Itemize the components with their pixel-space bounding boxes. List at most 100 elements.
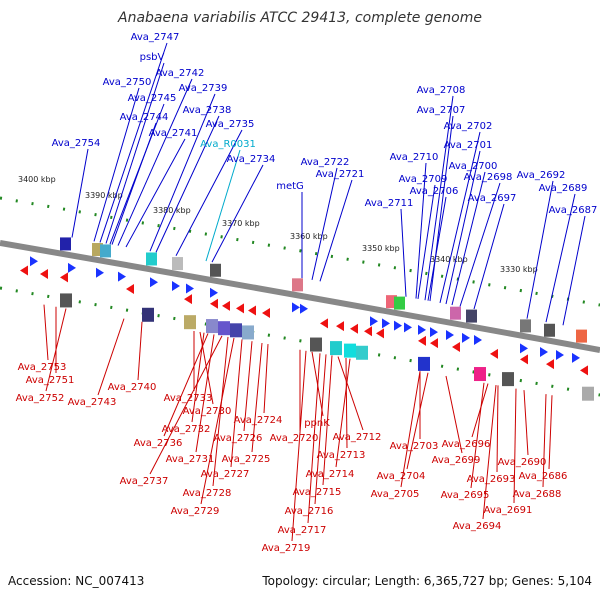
- tick-label: 3370 kbp: [222, 219, 260, 228]
- label-leader-line: [445, 150, 481, 305]
- gene-label: Ava_2695: [441, 490, 490, 501]
- forward-gene-arrow: [68, 262, 76, 273]
- label-leader-line: [149, 93, 216, 252]
- gene-label: Ava_2705: [371, 489, 420, 500]
- gene-labels: Ava_2747psbVAva_2742Ava_2750Ava_2745Ava_…: [16, 32, 598, 554]
- label-leader-line: [322, 355, 333, 486]
- reverse-gene-block: [582, 386, 594, 401]
- gene-label: Ava_2710: [390, 152, 439, 163]
- gene-label: Ava_2701: [444, 140, 493, 151]
- reverse-gene-arrow: [364, 326, 372, 337]
- gene-label: Ava_2753: [18, 362, 67, 373]
- label-leader-line: [471, 383, 489, 438]
- forward-gene-block: [386, 295, 397, 309]
- gene-label: Ava_2712: [333, 432, 382, 443]
- label-leader-line: [71, 148, 89, 238]
- gene-label: Ava_2716: [285, 506, 334, 517]
- gene-label: Ava_2707: [417, 105, 466, 116]
- gene-label: Ava_2731: [166, 454, 215, 465]
- reverse-gene-arrow: [40, 268, 48, 279]
- gene-label: Ava_2700: [449, 161, 498, 172]
- gene-label: ppnK: [304, 418, 330, 429]
- label-leader-line: [117, 78, 193, 246]
- forward-gene-arrow: [382, 318, 390, 329]
- label-leader-line: [263, 344, 269, 414]
- forward-gene-block: [576, 329, 587, 343]
- reverse-gene-block: [310, 337, 322, 352]
- reverse-gene-arrow: [248, 305, 256, 316]
- label-leader-line: [545, 193, 576, 323]
- gene-label: Ava_2738: [183, 105, 232, 116]
- gene-label: Ava_2747: [131, 32, 180, 43]
- forward-gene-block: [92, 243, 103, 257]
- label-leader-line: [439, 131, 481, 303]
- gene-label: Ava_2688: [513, 489, 562, 500]
- outer-tick-ring: [0, 196, 600, 307]
- gene-label: Ava_2733: [164, 393, 213, 404]
- label-leader-line: [417, 184, 436, 299]
- gene-label: Ava_2734: [227, 154, 276, 165]
- forward-gene-arrow: [572, 352, 580, 363]
- reverse-gene-arrow: [336, 321, 344, 332]
- label-leader-line: [111, 122, 157, 245]
- forward-gene-block: [292, 278, 303, 292]
- reverse-gene-block: [356, 345, 368, 360]
- gene-label: Ava_2737: [120, 476, 169, 487]
- reverse-gene-arrow: [490, 348, 498, 359]
- reverse-gene-block: [184, 315, 196, 330]
- reverse-gene-arrow: [236, 303, 244, 314]
- label-leader-line: [307, 353, 321, 524]
- forward-gene-block: [394, 296, 405, 310]
- forward-gene-arrow: [462, 332, 470, 343]
- reverse-gene-block: [230, 323, 242, 338]
- gene-label: Ava_2717: [278, 525, 327, 536]
- forward-gene-block: [544, 323, 555, 337]
- forward-gene-arrow: [556, 349, 564, 360]
- forward-gene-arrow: [150, 277, 158, 288]
- reverse-gene-arrow: [452, 342, 460, 353]
- forward-gene-arrow: [210, 287, 218, 298]
- forward-gene-arrow: [370, 316, 378, 327]
- gene-label: Ava_2735: [206, 119, 255, 130]
- label-leader-line: [311, 167, 338, 281]
- label-leader-line: [45, 308, 67, 392]
- label-leader-line: [400, 371, 421, 488]
- reverse-gene-arrow: [60, 272, 68, 283]
- gene-label: Ava_2692: [517, 170, 566, 181]
- label-leader-line: [526, 180, 554, 319]
- gene-label: Ava_2736: [134, 438, 183, 449]
- gene-label: Ava_2745: [128, 93, 177, 104]
- gene-label: Ava_2730: [183, 406, 232, 417]
- gene-label: Ava_2742: [156, 68, 205, 79]
- gene-label: Ava_2726: [214, 433, 263, 444]
- label-leader-line: [562, 215, 586, 326]
- reverse-gene-block: [418, 356, 430, 371]
- forward-gene-arrow: [430, 327, 438, 338]
- label-leader-line: [415, 162, 427, 299]
- forward-gene-block: [146, 252, 157, 266]
- label-leader-line: [200, 337, 235, 505]
- gene-label: Ava_2715: [293, 487, 342, 498]
- position-ticks: 3400 kbp 3390 kbp 3380 kbp 3370 kbp 3360 kbp…: [18, 175, 538, 274]
- gene-label: Ava_2741: [149, 128, 198, 139]
- gene-label: Ava_2729: [171, 506, 220, 517]
- forward-gene-block: [100, 244, 111, 258]
- label-leader-line: [243, 341, 253, 432]
- gene-label: Ava_2711: [365, 198, 414, 209]
- forward-gene-arrow: [474, 335, 482, 346]
- tick-label: 3380 kbp: [153, 206, 191, 215]
- reverse-gene-arrow: [184, 294, 192, 305]
- forward-gene-arrow: [96, 267, 104, 278]
- gene-label: Ava_2752: [16, 393, 65, 404]
- forward-gene-arrow: [520, 343, 528, 354]
- label-leader-line: [163, 333, 209, 437]
- forward-gene-arrow: [540, 347, 548, 358]
- gene-label: Ava_2740: [108, 382, 157, 393]
- label-leader-line: [175, 129, 243, 256]
- gene-label: Ava_2697: [468, 193, 517, 204]
- label-leader-line: [345, 357, 348, 449]
- inner-tick-ring: [0, 286, 600, 397]
- gene-label: Ava_2694: [453, 521, 502, 532]
- gene-label: Ava_2704: [377, 471, 426, 482]
